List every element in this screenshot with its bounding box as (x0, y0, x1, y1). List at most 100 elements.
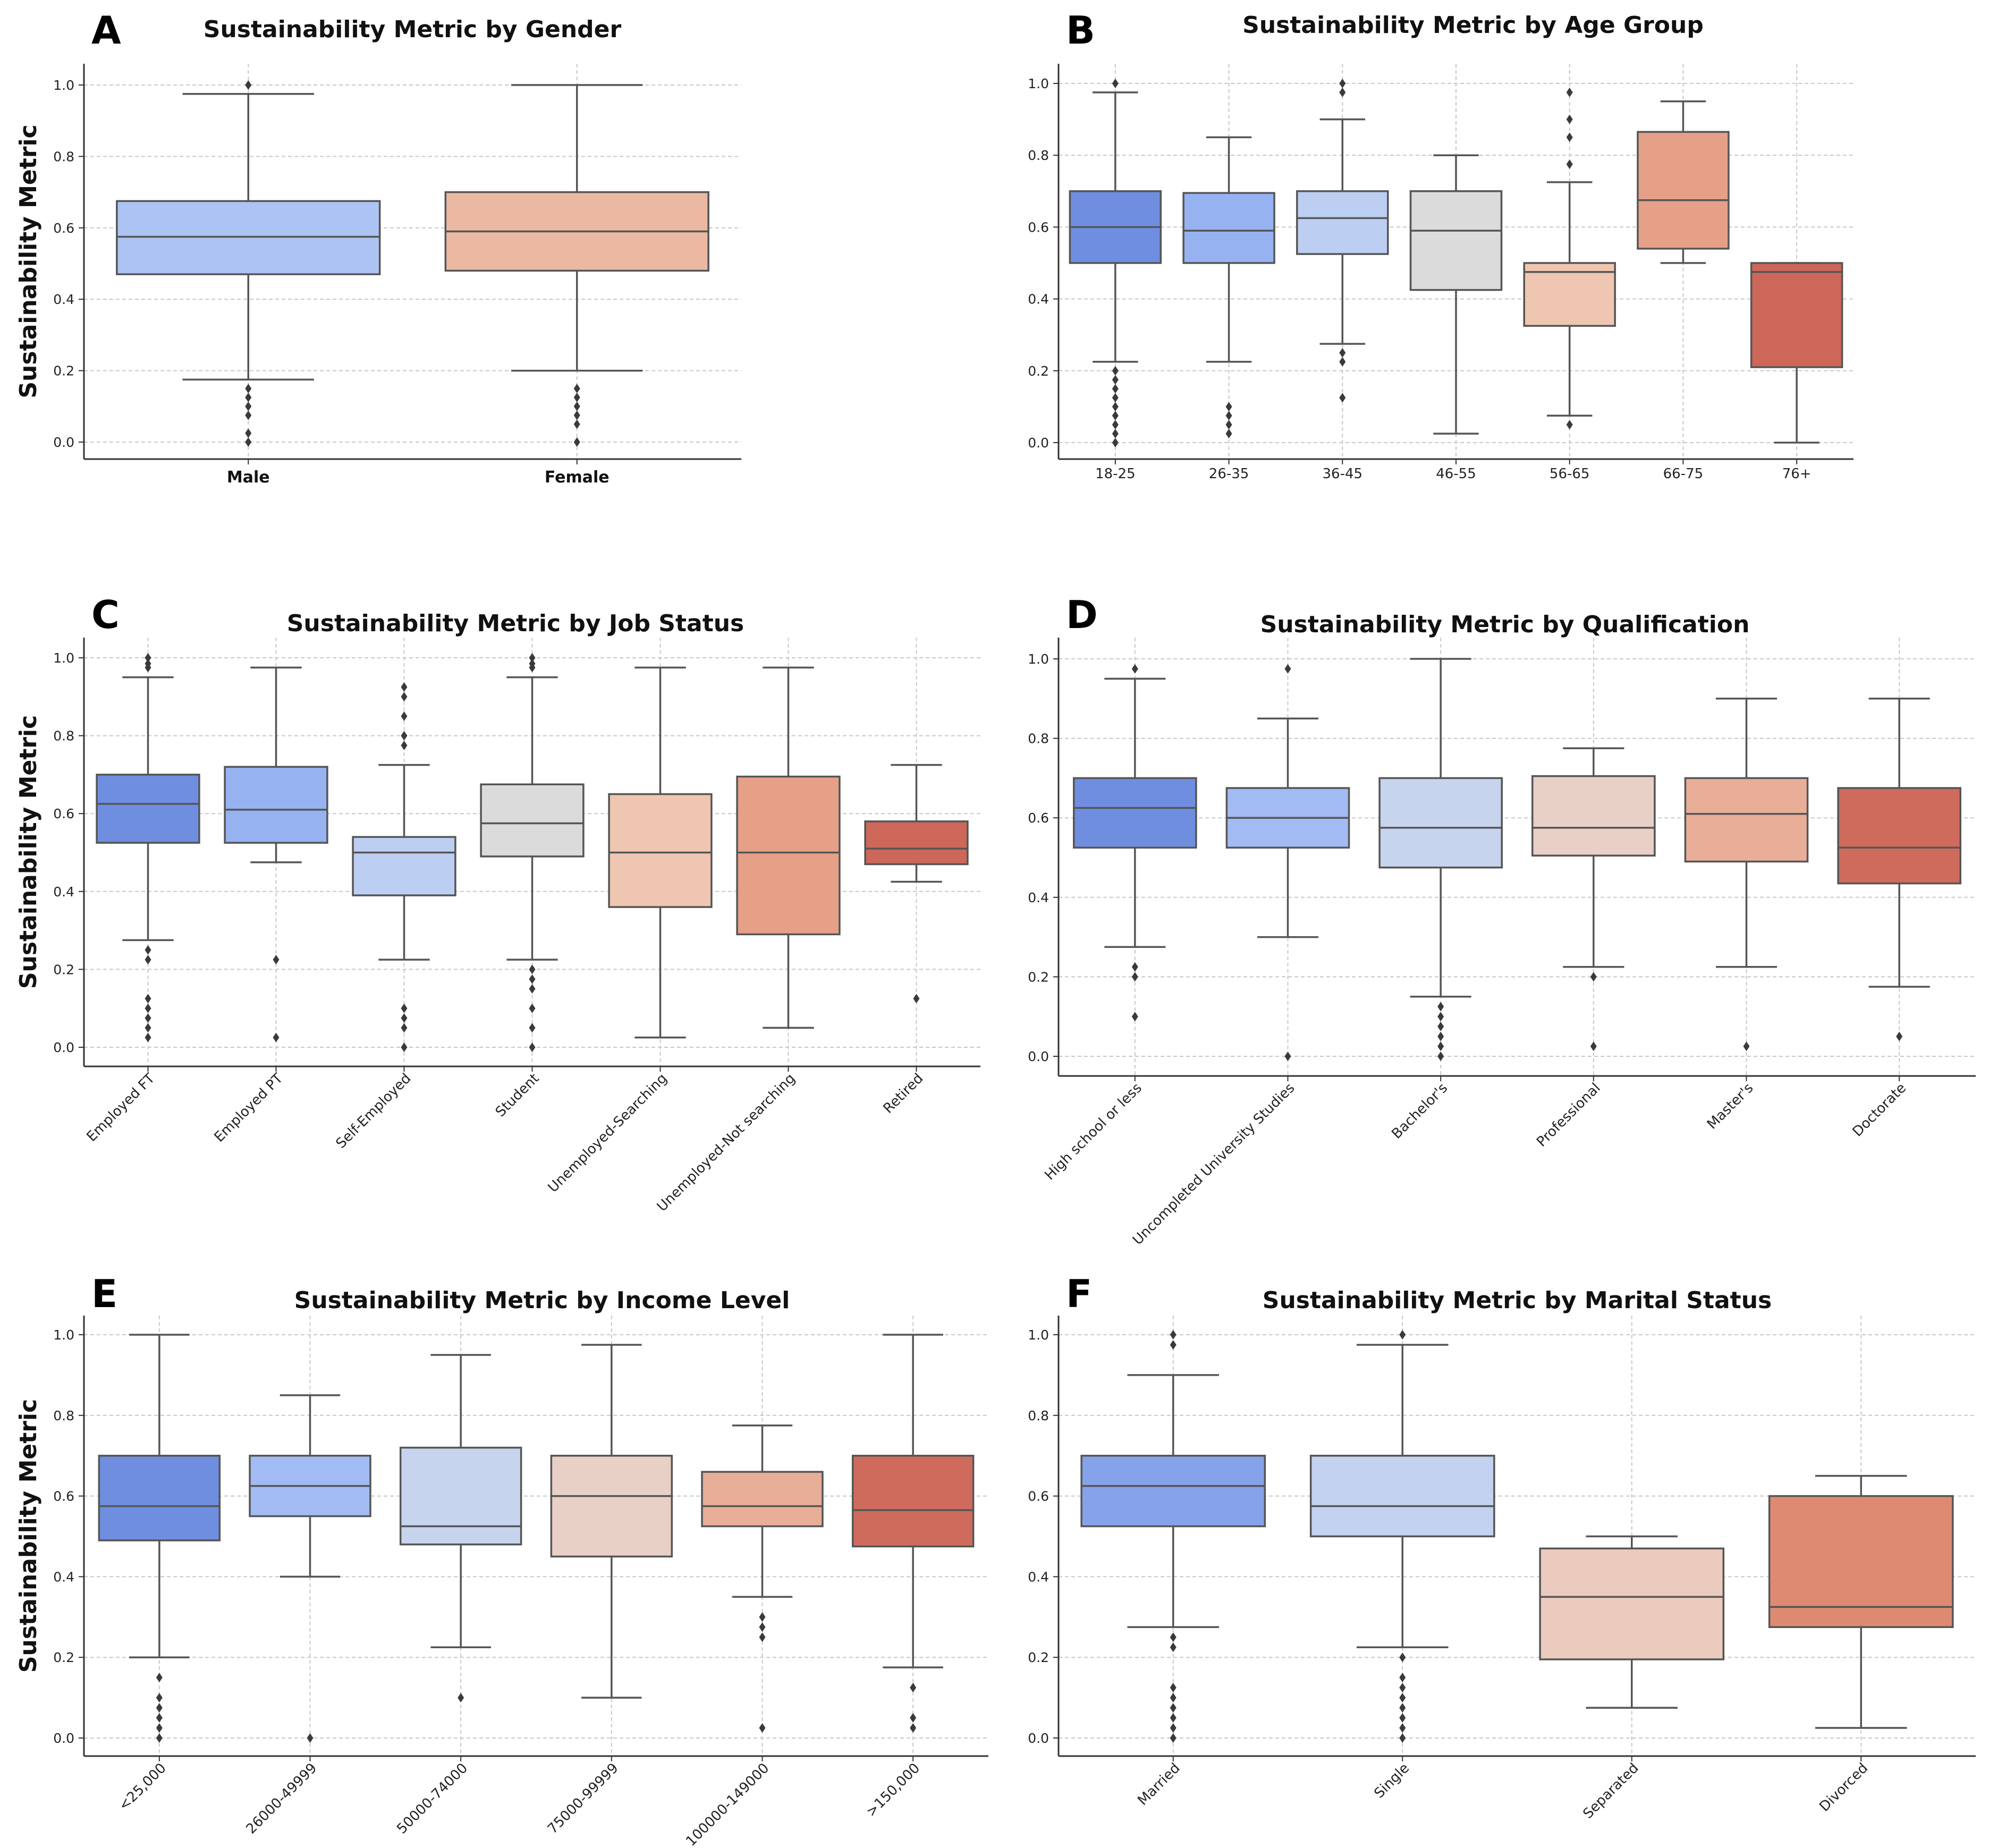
x-tick-label: 46-55 (1436, 466, 1476, 482)
box-iqr (1080, 1454, 1266, 1528)
flier-point (1131, 664, 1138, 674)
box-unemployed-not-searching (736, 666, 841, 1029)
flier-point (759, 1632, 766, 1642)
y-tick-label: 0.6 (53, 221, 74, 236)
flier-point (401, 711, 408, 721)
flier-point (245, 410, 252, 420)
y-tick-label: 0.8 (53, 728, 74, 744)
flier-point (401, 1003, 408, 1013)
panel-a: 0.0 0.2 0.4 0.6 0.8 1.0 Male Female Sustainabili… (15, 8, 741, 487)
y-tick-label: 1.0 (53, 78, 74, 93)
flier-point (1112, 375, 1119, 385)
flier-point (273, 955, 280, 965)
flier-point (1170, 1683, 1177, 1693)
box-iqr (1523, 262, 1616, 327)
flier-point (1399, 1733, 1406, 1743)
y-tick-label: 0.8 (1028, 1408, 1049, 1423)
panel-letter: D (1066, 592, 1098, 637)
flier-point (245, 401, 252, 411)
flier-point (1225, 402, 1232, 412)
flier-point (529, 1042, 536, 1052)
flier-point (1112, 420, 1119, 430)
flier-point (573, 401, 580, 411)
box-56-65 (1523, 87, 1616, 430)
box-iqr (1378, 777, 1503, 869)
flier-point (156, 1693, 163, 1703)
box-high-school-or-less (1073, 664, 1197, 1022)
box-single (1309, 1330, 1495, 1743)
flier-point (1112, 438, 1119, 447)
flier-point (245, 384, 252, 394)
flier-point (1566, 159, 1573, 169)
y-tick-label: 0.0 (1028, 1049, 1049, 1064)
flier-point (307, 1733, 314, 1743)
panel-letter: A (91, 8, 121, 53)
flier-point (910, 1723, 917, 1733)
flier-point (1437, 1031, 1444, 1041)
y-tick-label: 0.8 (1028, 148, 1049, 163)
flier-point (573, 384, 580, 394)
panel-letter: C (91, 592, 120, 637)
flier-point (1437, 1021, 1444, 1031)
box-iqr (480, 783, 585, 858)
box-iqr (1296, 190, 1389, 255)
flier-point (156, 1703, 163, 1713)
x-tick-label: 36-45 (1323, 466, 1363, 482)
box-26000-49999 (249, 1394, 371, 1743)
box-iqr (352, 836, 456, 896)
flier-point (401, 682, 408, 692)
box-bachelor-s (1378, 658, 1503, 1061)
y-axis-label: Sustainability Metric (15, 1399, 42, 1673)
box-iqr (701, 1471, 824, 1528)
flier-point (1399, 1713, 1406, 1723)
box-46-55 (1409, 154, 1503, 435)
box-iqr (736, 775, 841, 936)
y-tick-label: 0.0 (53, 1731, 74, 1746)
flier-point (458, 1693, 464, 1703)
box-76 (1750, 262, 1843, 444)
box-iqr (1637, 131, 1730, 250)
flier-point (529, 964, 536, 974)
panel-title: Sustainability Metric by Gender (204, 16, 622, 43)
x-tick-label: Female (545, 468, 610, 487)
flier-point (145, 1003, 151, 1013)
flier-point (1131, 962, 1138, 972)
panel-title: Sustainability Metric by Qualification (1260, 611, 1750, 638)
panel-letter: B (1066, 8, 1095, 53)
box-doctorate (1837, 698, 1961, 1041)
y-tick-label: 0.4 (1028, 292, 1049, 307)
flier-point (1437, 1012, 1444, 1022)
flier-point (1566, 87, 1573, 97)
box-retired (864, 764, 969, 1004)
flier-point (145, 1013, 151, 1023)
box-separated (1539, 1535, 1725, 1709)
box-iqr (1309, 1454, 1495, 1538)
panel-letter: F (1066, 1271, 1092, 1316)
flier-point (529, 984, 536, 994)
box-iqr (1684, 777, 1809, 863)
flier-point (1399, 1683, 1406, 1693)
y-tick-label: 0.4 (53, 884, 74, 900)
box-professional (1531, 747, 1656, 1052)
y-tick-label: 0.6 (53, 806, 74, 821)
flier-point (1112, 429, 1119, 439)
box-female (444, 84, 709, 447)
box-iqr (1182, 192, 1275, 264)
x-tick-label: Male (227, 468, 270, 487)
flier-point (1339, 79, 1346, 88)
panel-title: Sustainability Metric by Job Status (287, 610, 744, 637)
flier-point (1112, 384, 1119, 394)
box-iqr (1409, 190, 1503, 291)
flier-point (1437, 1041, 1444, 1052)
flier-point (245, 80, 252, 90)
flier-point (1225, 411, 1232, 421)
flier-point (1339, 357, 1346, 367)
y-tick-label: 1.0 (1028, 76, 1049, 91)
y-tick-label: 1.0 (1028, 1327, 1049, 1343)
box-75000-99999 (550, 1344, 673, 1699)
flier-point (401, 1013, 408, 1023)
flier-point (1131, 1012, 1138, 1022)
flier-point (573, 393, 580, 402)
flier-point (1170, 1733, 1177, 1743)
